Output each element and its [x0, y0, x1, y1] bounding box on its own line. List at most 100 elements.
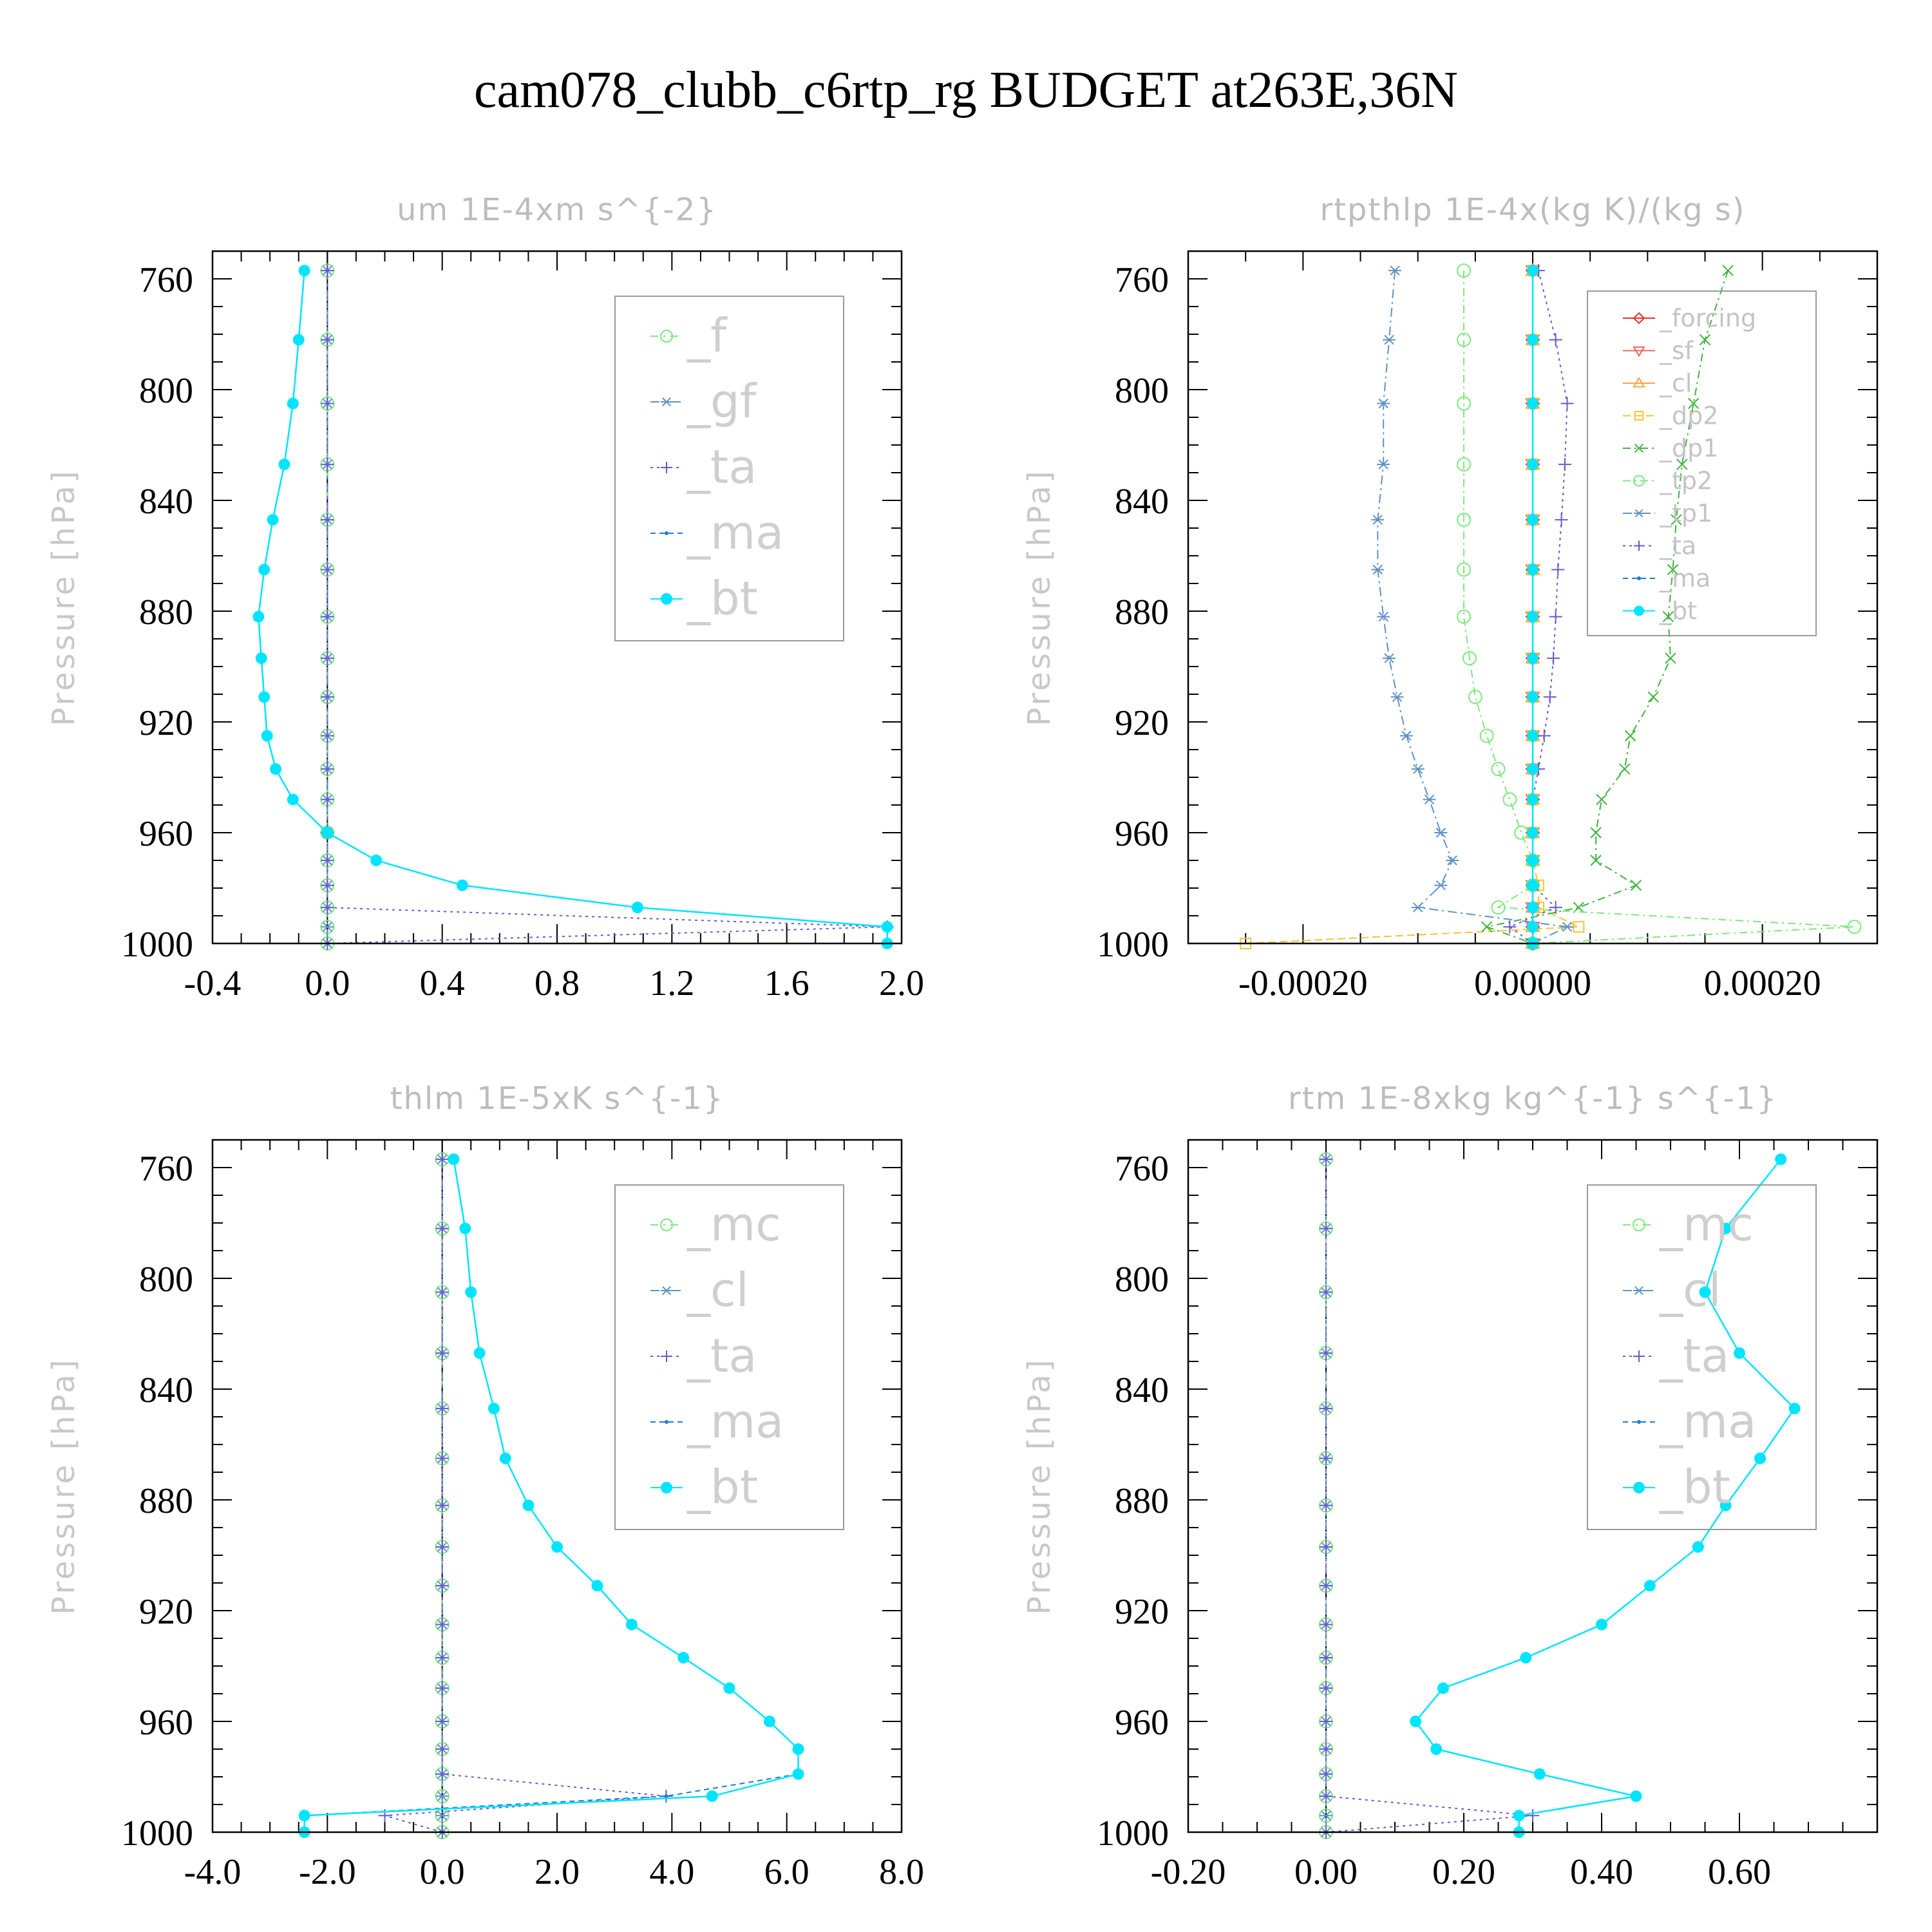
marker-point	[1719, 1222, 1732, 1235]
marker-point	[499, 1452, 511, 1464]
series-ma	[256, 269, 889, 945]
marker-point	[435, 1499, 449, 1512]
x-tick-label: 8.0	[879, 1852, 924, 1892]
marker-point	[1527, 334, 1539, 346]
marker-point	[1633, 312, 1645, 325]
series-line	[1484, 270, 1729, 944]
marker-point	[1633, 1285, 1645, 1296]
marker-point	[1527, 397, 1539, 410]
marker-point	[1633, 1218, 1645, 1231]
marker-point	[1462, 651, 1477, 666]
plot-frame	[1187, 1139, 1879, 1833]
y-tick-label: 840	[1115, 1370, 1169, 1410]
marker-point	[1320, 1452, 1332, 1465]
marker-point	[1527, 691, 1539, 703]
marker-point	[1527, 827, 1539, 838]
panel-1: um 1E-4xm s^{-2} Pressure [hPa] 760 800 840 8…	[46, 192, 924, 1003]
marker-point	[1634, 605, 1644, 616]
x-tick-label: 4.0	[649, 1852, 694, 1892]
legend-label: _ta	[1659, 1329, 1729, 1383]
y-tick-label: 920	[139, 703, 193, 743]
marker-point	[1560, 397, 1574, 410]
marker-point	[435, 1579, 449, 1593]
y-tick-label: 960	[139, 1703, 193, 1743]
legend-item: _ta	[1623, 532, 1696, 560]
legend-label: _f	[687, 308, 728, 363]
marker-point	[1446, 855, 1459, 866]
marker-point	[1527, 793, 1539, 806]
marker-point	[435, 1540, 449, 1554]
marker-point	[1320, 1499, 1332, 1512]
marker-point	[435, 1810, 449, 1821]
marker-point	[1520, 1652, 1532, 1664]
marker-point	[1390, 692, 1404, 703]
legend-label: _sf	[1659, 337, 1694, 365]
legend-item: _cl	[650, 1263, 749, 1317]
marker-point	[255, 652, 267, 665]
marker-point	[435, 1715, 449, 1728]
marker-point	[1377, 459, 1390, 469]
x-tick-label: -4.0	[184, 1852, 242, 1892]
marker-point	[435, 1767, 449, 1781]
marker-point	[1371, 515, 1385, 525]
marker-point	[723, 1682, 735, 1694]
marker-point	[664, 1794, 668, 1799]
legend-box	[1587, 1184, 1817, 1530]
series-ta	[1503, 264, 1574, 950]
marker-point	[1320, 1579, 1332, 1593]
marker-point	[292, 334, 305, 346]
marker-point	[321, 652, 334, 665]
legend-item: _ma	[650, 506, 784, 560]
x-tick-label: 0.0	[420, 1852, 465, 1892]
y-tick-label: 920	[1115, 703, 1169, 743]
legend-label: _ma	[687, 1394, 784, 1448]
series-line	[384, 1159, 667, 1833]
marker-point	[1527, 564, 1539, 576]
plot-frame	[211, 1139, 903, 1833]
series-dp1	[1481, 265, 1734, 949]
legend-label: _tp2	[1659, 467, 1712, 495]
series-ta	[1320, 1153, 1539, 1839]
y-tick-label: 760	[139, 260, 193, 300]
marker-point	[1527, 730, 1539, 742]
y-tick-label: 1000	[121, 925, 193, 965]
marker-point	[1533, 1768, 1546, 1780]
marker-point	[1371, 564, 1385, 575]
marker-point	[1596, 793, 1607, 806]
marker-point	[321, 922, 334, 932]
x-tick-label: 0.20	[1432, 1852, 1495, 1892]
marker-point	[321, 690, 334, 704]
marker-point	[1537, 729, 1551, 743]
x-tick-label: 6.0	[764, 1852, 810, 1892]
marker-point	[321, 333, 334, 346]
y-tick-label: 960	[1115, 1703, 1169, 1743]
marker-point	[321, 397, 334, 410]
marker-point	[1481, 921, 1493, 933]
marker-point	[1527, 611, 1539, 623]
marker-point	[763, 1716, 775, 1727]
marker-point	[660, 1218, 673, 1231]
marker-point	[1527, 763, 1539, 775]
marker-point	[488, 1403, 500, 1415]
marker-point	[1676, 459, 1688, 470]
legend: _mc _cl _ta _ma _bt	[1587, 1184, 1817, 1530]
marker-point	[1527, 855, 1539, 866]
legend-item: _bt	[650, 1460, 758, 1514]
marker-point	[1399, 730, 1413, 741]
marker-point	[665, 1420, 668, 1424]
legend: _f _gf _ta _ma _bt	[614, 296, 844, 641]
legend-label: _bt	[1659, 1460, 1730, 1514]
marker-point	[1667, 564, 1679, 576]
series-line	[303, 1159, 799, 1832]
marker-point	[435, 1651, 449, 1665]
series-bt	[1410, 1153, 1801, 1838]
x-tick-label: 0.8	[535, 963, 580, 1003]
y-tick-label: 1000	[1097, 1814, 1169, 1853]
marker-point	[435, 1681, 449, 1695]
panel-3: thlm 1E-5xK s^{-1} Pressure [hPa] 760 800 84…	[46, 1081, 924, 1892]
marker-point	[1665, 652, 1676, 664]
marker-point	[465, 1286, 477, 1298]
marker-point	[1687, 397, 1700, 410]
marker-point	[1662, 611, 1674, 623]
marker-point	[298, 265, 310, 277]
